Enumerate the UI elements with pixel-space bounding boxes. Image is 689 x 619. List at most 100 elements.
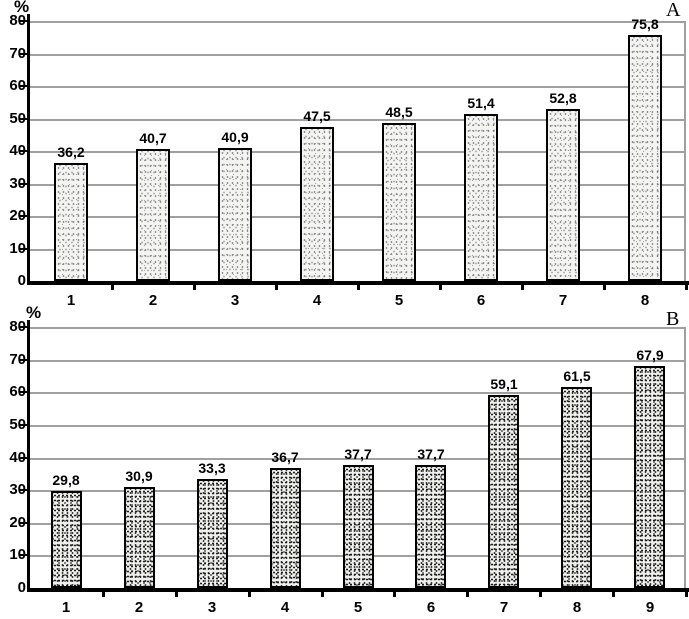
y-axis-tick xyxy=(20,424,27,426)
x-axis-tick xyxy=(393,592,396,597)
value-label: 75,8 xyxy=(631,16,659,32)
y-tick-label: 80 xyxy=(9,318,26,335)
y-tick-label: 80 xyxy=(9,12,26,29)
value-label: 59,1 xyxy=(490,376,518,392)
gridline xyxy=(30,216,684,218)
y-axis-tick xyxy=(20,85,27,87)
y-axis-tick xyxy=(20,215,27,217)
y-axis-tick xyxy=(20,391,27,393)
bar xyxy=(218,148,252,281)
bar xyxy=(561,387,592,588)
y-tick-label: 30 xyxy=(9,175,26,192)
value-label: 36,7 xyxy=(271,449,299,465)
x-axis-tick xyxy=(357,285,360,290)
panel-label: A xyxy=(666,0,681,21)
x-tick-label: 4 xyxy=(312,292,322,309)
bar xyxy=(300,127,334,281)
x-tick-label: 1 xyxy=(66,292,76,309)
y-axis xyxy=(27,14,30,285)
value-label: 40,9 xyxy=(221,129,249,145)
x-axis-tick xyxy=(466,592,469,597)
gridline xyxy=(30,392,684,395)
x-axis-tick xyxy=(439,285,442,290)
value-label: 37,7 xyxy=(417,446,445,462)
y-tick-label: 50 xyxy=(9,110,26,127)
y-tick-label: 40 xyxy=(9,142,26,159)
bar xyxy=(634,366,665,588)
value-label: 33,3 xyxy=(198,460,226,476)
x-axis-tick xyxy=(111,285,114,290)
y-tick-label: 10 xyxy=(9,240,26,257)
plot-area: 36,2 40,7 40,9 47,5 48,5 51,4 52,8 75,8 xyxy=(30,16,686,281)
bar xyxy=(343,465,374,588)
value-label: 36,2 xyxy=(57,144,85,160)
gridline xyxy=(30,21,684,23)
x-axis xyxy=(27,281,689,285)
y-axis-tick xyxy=(20,183,27,185)
y-tick-label: 40 xyxy=(9,449,26,466)
value-label: 30,9 xyxy=(125,468,153,484)
y-tick-label: 10 xyxy=(9,546,26,563)
y-axis-unit-label: % xyxy=(14,0,30,16)
x-tick-label: 2 xyxy=(134,599,144,616)
y-axis-unit-label: % xyxy=(26,303,42,322)
x-axis-tick xyxy=(685,592,688,597)
y-axis-tick xyxy=(20,522,27,524)
x-tick-label: 9 xyxy=(645,599,655,616)
bar xyxy=(464,114,498,281)
y-tick-label: 20 xyxy=(9,514,26,531)
bar xyxy=(51,491,82,588)
value-label: 61,5 xyxy=(563,368,591,384)
x-tick-label: 5 xyxy=(353,599,363,616)
gridline xyxy=(30,53,684,56)
bar xyxy=(54,163,88,281)
value-label: 40,7 xyxy=(139,130,167,146)
x-axis-tick xyxy=(248,592,251,597)
y-axis-tick xyxy=(20,118,27,120)
y-axis-tick xyxy=(20,150,27,152)
x-tick-label: 3 xyxy=(207,599,217,616)
x-axis-tick xyxy=(321,592,324,597)
value-label: 67,9 xyxy=(636,347,664,363)
gridline xyxy=(30,151,684,153)
gridline xyxy=(30,183,684,186)
gridline xyxy=(30,248,684,251)
x-tick-label: 8 xyxy=(640,292,650,309)
y-axis-tick xyxy=(20,489,27,491)
x-axis-tick xyxy=(685,285,688,290)
value-label: 51,4 xyxy=(467,95,495,111)
y-tick-label: 60 xyxy=(9,77,26,94)
x-axis-tick xyxy=(175,592,178,597)
y-tick-label: 70 xyxy=(9,45,26,62)
y-axis-tick xyxy=(20,457,27,459)
x-tick-label: 6 xyxy=(476,292,486,309)
y-tick-label: 0 xyxy=(17,579,26,596)
x-axis-tick xyxy=(521,285,524,290)
x-tick-label: 2 xyxy=(148,292,158,309)
bar xyxy=(124,487,155,588)
y-tick-label: 30 xyxy=(9,481,26,498)
y-tick-label: 60 xyxy=(9,383,26,400)
plot-area: 29,8 30,9 33,3 36,7 37,7 37,7 59,1 61,5 67,9 xyxy=(30,327,686,588)
x-tick-label: 1 xyxy=(61,599,71,616)
gridline xyxy=(30,457,684,460)
y-tick-label: 70 xyxy=(9,351,26,368)
bar xyxy=(415,465,446,588)
y-tick-label: 20 xyxy=(9,207,26,224)
gridline xyxy=(30,86,684,88)
x-tick-label: 5 xyxy=(394,292,404,309)
bar xyxy=(382,123,416,281)
x-tick-label: 3 xyxy=(230,292,240,309)
y-tick-label: 50 xyxy=(9,416,26,433)
y-axis-tick xyxy=(20,554,27,556)
x-axis-tick xyxy=(275,285,278,290)
x-axis-tick xyxy=(603,285,606,290)
y-axis-tick xyxy=(20,248,27,250)
bar xyxy=(488,395,519,588)
x-axis xyxy=(27,588,689,592)
x-tick-label: 7 xyxy=(499,599,509,616)
panel-label: B xyxy=(666,308,680,330)
y-axis xyxy=(27,320,30,592)
bar xyxy=(546,109,580,281)
